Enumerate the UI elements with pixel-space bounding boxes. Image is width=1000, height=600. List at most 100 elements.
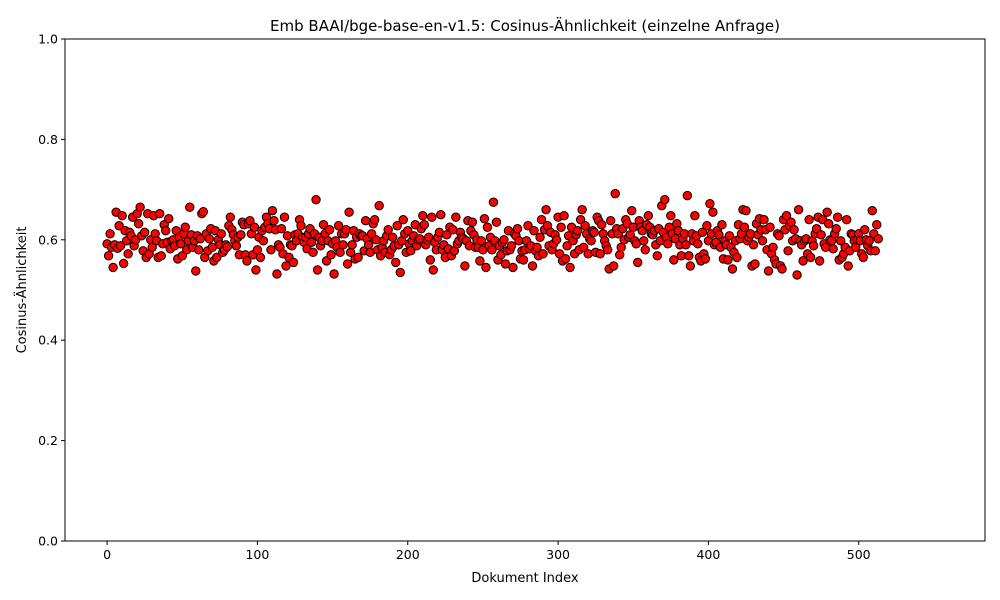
- data-point: [506, 241, 517, 251]
- data-point: [312, 265, 323, 275]
- data-point: [424, 232, 434, 242]
- data-point: [198, 206, 209, 217]
- data-point: [681, 240, 691, 250]
- x-tick-label: 500: [847, 547, 871, 562]
- x-tick-label: 100: [245, 547, 269, 562]
- data-point: [242, 256, 252, 266]
- data-point: [602, 245, 613, 255]
- data-point: [161, 226, 171, 236]
- data-point: [759, 215, 769, 225]
- data-point: [660, 194, 670, 205]
- data-point: [750, 259, 760, 269]
- data-point: [487, 245, 497, 255]
- data-point: [639, 236, 649, 246]
- data-point: [765, 222, 775, 232]
- y-tick-label: 0.4: [38, 333, 58, 348]
- data-point: [669, 255, 679, 265]
- data-point: [595, 249, 605, 259]
- x-tick-label: 400: [696, 547, 720, 562]
- data-point: [808, 241, 819, 251]
- y-tick-label: 0.0: [38, 534, 58, 549]
- data-point: [191, 266, 201, 276]
- data-point: [724, 231, 735, 241]
- data-point: [135, 202, 145, 212]
- data-point: [481, 262, 491, 273]
- data-point: [272, 269, 282, 279]
- data-point: [541, 204, 551, 215]
- data-point: [427, 212, 437, 222]
- data-point: [419, 220, 429, 230]
- data-point: [777, 264, 787, 274]
- data-point: [281, 261, 291, 271]
- y-tick-label: 1.0: [38, 32, 58, 47]
- data-point: [216, 229, 227, 239]
- data-point: [682, 190, 693, 201]
- data-point: [835, 236, 846, 246]
- data-point: [793, 204, 804, 215]
- data-point: [212, 252, 222, 263]
- data-point: [267, 205, 278, 216]
- x-tick-label: 300: [546, 547, 570, 562]
- data-point: [460, 261, 470, 271]
- data-point: [251, 265, 261, 275]
- data-point: [792, 270, 802, 280]
- data-point: [258, 236, 269, 246]
- data-point: [236, 230, 246, 240]
- data-point: [425, 255, 435, 265]
- chart-title: Emb BAAI/bge-base-en-v1.5: Cosinus-Ähnli…: [270, 16, 780, 35]
- data-point: [666, 211, 676, 221]
- data-point: [508, 262, 518, 273]
- data-point: [560, 254, 571, 264]
- data-point: [822, 207, 832, 217]
- data-point: [805, 252, 816, 263]
- data-point: [308, 247, 318, 258]
- data-point: [105, 229, 115, 239]
- y-axis-label: Cosinus-Ähnlichkeit: [14, 227, 30, 354]
- data-point: [577, 204, 587, 215]
- data-point: [705, 198, 715, 209]
- data-point: [225, 212, 236, 222]
- data-point: [338, 240, 348, 250]
- data-point: [269, 216, 279, 226]
- data-point: [185, 202, 195, 212]
- data-point: [479, 214, 490, 224]
- data-point: [499, 235, 509, 245]
- data-point: [123, 249, 133, 259]
- data-point: [596, 220, 607, 230]
- data-point: [523, 221, 533, 231]
- data-point: [589, 227, 599, 237]
- data-point: [610, 188, 620, 199]
- data-point: [103, 251, 114, 261]
- data-point: [164, 214, 174, 224]
- data-point: [783, 246, 793, 256]
- data-point: [255, 252, 266, 263]
- x-axis: 0 100 200 300 400 500: [103, 541, 871, 562]
- data-point: [580, 221, 590, 231]
- data-point: [572, 226, 583, 236]
- data-point: [748, 240, 759, 250]
- data-point: [727, 264, 738, 274]
- data-point: [347, 240, 357, 250]
- data-point: [117, 211, 127, 221]
- data-point: [798, 256, 808, 266]
- data-point: [586, 236, 596, 246]
- data-point: [763, 266, 774, 276]
- data-point: [757, 236, 768, 246]
- data-point: [222, 242, 233, 252]
- data-point: [565, 262, 575, 273]
- y-tick-label: 0.8: [38, 132, 58, 147]
- data-point: [702, 221, 712, 231]
- data-point: [873, 234, 883, 244]
- y-axis: 0.0 0.2 0.4 0.6 0.8 1.0: [38, 32, 65, 549]
- data-point: [195, 234, 205, 244]
- data-point: [872, 220, 882, 230]
- y-tick-label: 0.6: [38, 232, 58, 247]
- data-point: [842, 215, 852, 225]
- data-point: [690, 211, 700, 221]
- data-point: [527, 261, 538, 271]
- data-point: [663, 239, 673, 249]
- data-point: [652, 251, 662, 261]
- data-point: [324, 225, 335, 235]
- data-point: [288, 257, 299, 268]
- data-point: [344, 207, 354, 217]
